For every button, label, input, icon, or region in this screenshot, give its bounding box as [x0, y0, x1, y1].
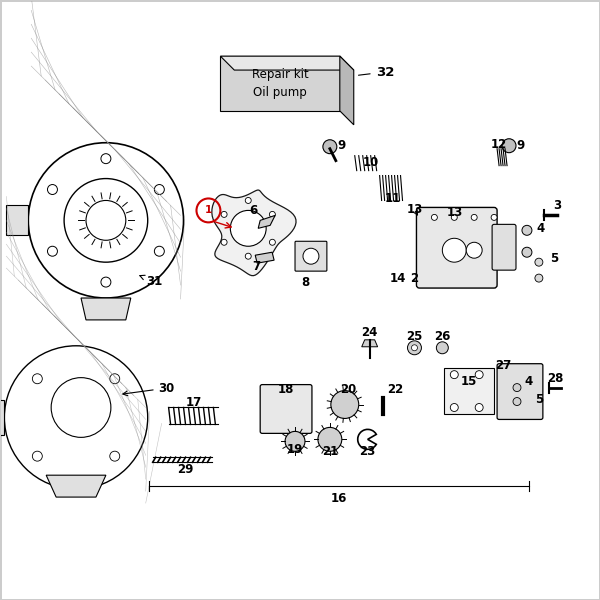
Circle shape	[245, 253, 251, 259]
Polygon shape	[212, 190, 296, 275]
Polygon shape	[362, 340, 377, 347]
Polygon shape	[340, 56, 354, 125]
Circle shape	[230, 211, 266, 246]
Polygon shape	[81, 298, 131, 320]
Circle shape	[221, 239, 227, 245]
Circle shape	[331, 391, 359, 418]
Text: 1: 1	[205, 205, 212, 215]
Circle shape	[323, 140, 337, 154]
Text: 21: 21	[322, 445, 338, 458]
Text: 12: 12	[491, 138, 507, 151]
Circle shape	[407, 341, 421, 355]
Polygon shape	[445, 368, 494, 415]
Circle shape	[491, 214, 497, 220]
Text: 32: 32	[358, 65, 394, 79]
Circle shape	[431, 214, 437, 220]
Text: 4: 4	[537, 222, 545, 235]
Text: 27: 27	[495, 359, 511, 372]
Circle shape	[245, 197, 251, 203]
Circle shape	[522, 226, 532, 235]
Text: 14: 14	[389, 272, 406, 284]
Circle shape	[221, 211, 227, 217]
Polygon shape	[220, 56, 354, 70]
Text: 11: 11	[385, 192, 401, 205]
Text: 26: 26	[434, 331, 451, 343]
Polygon shape	[258, 215, 275, 229]
Circle shape	[451, 371, 458, 379]
Text: 9: 9	[517, 139, 525, 152]
Polygon shape	[7, 205, 28, 235]
Text: 17: 17	[185, 396, 202, 409]
Circle shape	[442, 238, 466, 262]
Text: 13: 13	[447, 206, 463, 219]
Circle shape	[269, 211, 275, 217]
Text: 2: 2	[410, 272, 419, 284]
Text: 25: 25	[406, 331, 422, 343]
Circle shape	[475, 404, 483, 412]
Text: 5: 5	[535, 393, 543, 406]
Circle shape	[475, 371, 483, 379]
Circle shape	[522, 247, 532, 257]
Text: 31: 31	[140, 275, 162, 288]
Text: 18: 18	[278, 383, 294, 396]
Text: 3: 3	[553, 199, 561, 212]
Circle shape	[303, 248, 319, 264]
Circle shape	[412, 345, 418, 351]
Circle shape	[513, 398, 521, 406]
Polygon shape	[46, 475, 106, 497]
Text: 30: 30	[123, 382, 175, 396]
Circle shape	[318, 427, 342, 451]
Circle shape	[513, 383, 521, 392]
FancyBboxPatch shape	[497, 364, 543, 419]
Circle shape	[451, 214, 457, 220]
Text: 23: 23	[359, 445, 376, 458]
Text: 24: 24	[361, 326, 378, 340]
FancyBboxPatch shape	[492, 224, 516, 270]
Text: 19: 19	[287, 443, 303, 456]
Polygon shape	[255, 252, 274, 263]
Circle shape	[535, 274, 543, 282]
Text: 15: 15	[461, 375, 478, 388]
Text: 28: 28	[547, 372, 563, 385]
Text: Repair kit
Oil pump: Repair kit Oil pump	[252, 68, 308, 99]
Circle shape	[269, 239, 275, 245]
Text: 22: 22	[388, 383, 404, 396]
Text: 13: 13	[407, 203, 423, 217]
Text: 16: 16	[331, 491, 347, 505]
Text: 29: 29	[178, 463, 194, 476]
Circle shape	[436, 342, 448, 354]
FancyBboxPatch shape	[416, 208, 497, 288]
Circle shape	[471, 214, 477, 220]
Circle shape	[466, 242, 482, 258]
Circle shape	[502, 139, 516, 152]
FancyBboxPatch shape	[295, 241, 327, 271]
Text: 7: 7	[252, 260, 260, 272]
Circle shape	[535, 258, 543, 266]
Text: 5: 5	[550, 251, 558, 265]
Circle shape	[285, 431, 305, 451]
Text: 4: 4	[525, 375, 533, 388]
FancyBboxPatch shape	[260, 385, 312, 433]
Polygon shape	[220, 56, 340, 111]
Text: 10: 10	[363, 156, 379, 169]
Polygon shape	[0, 400, 4, 436]
Text: 8: 8	[301, 275, 309, 289]
Circle shape	[451, 404, 458, 412]
Text: 6: 6	[249, 204, 257, 217]
Text: 20: 20	[340, 383, 356, 396]
Text: 9: 9	[338, 139, 346, 152]
